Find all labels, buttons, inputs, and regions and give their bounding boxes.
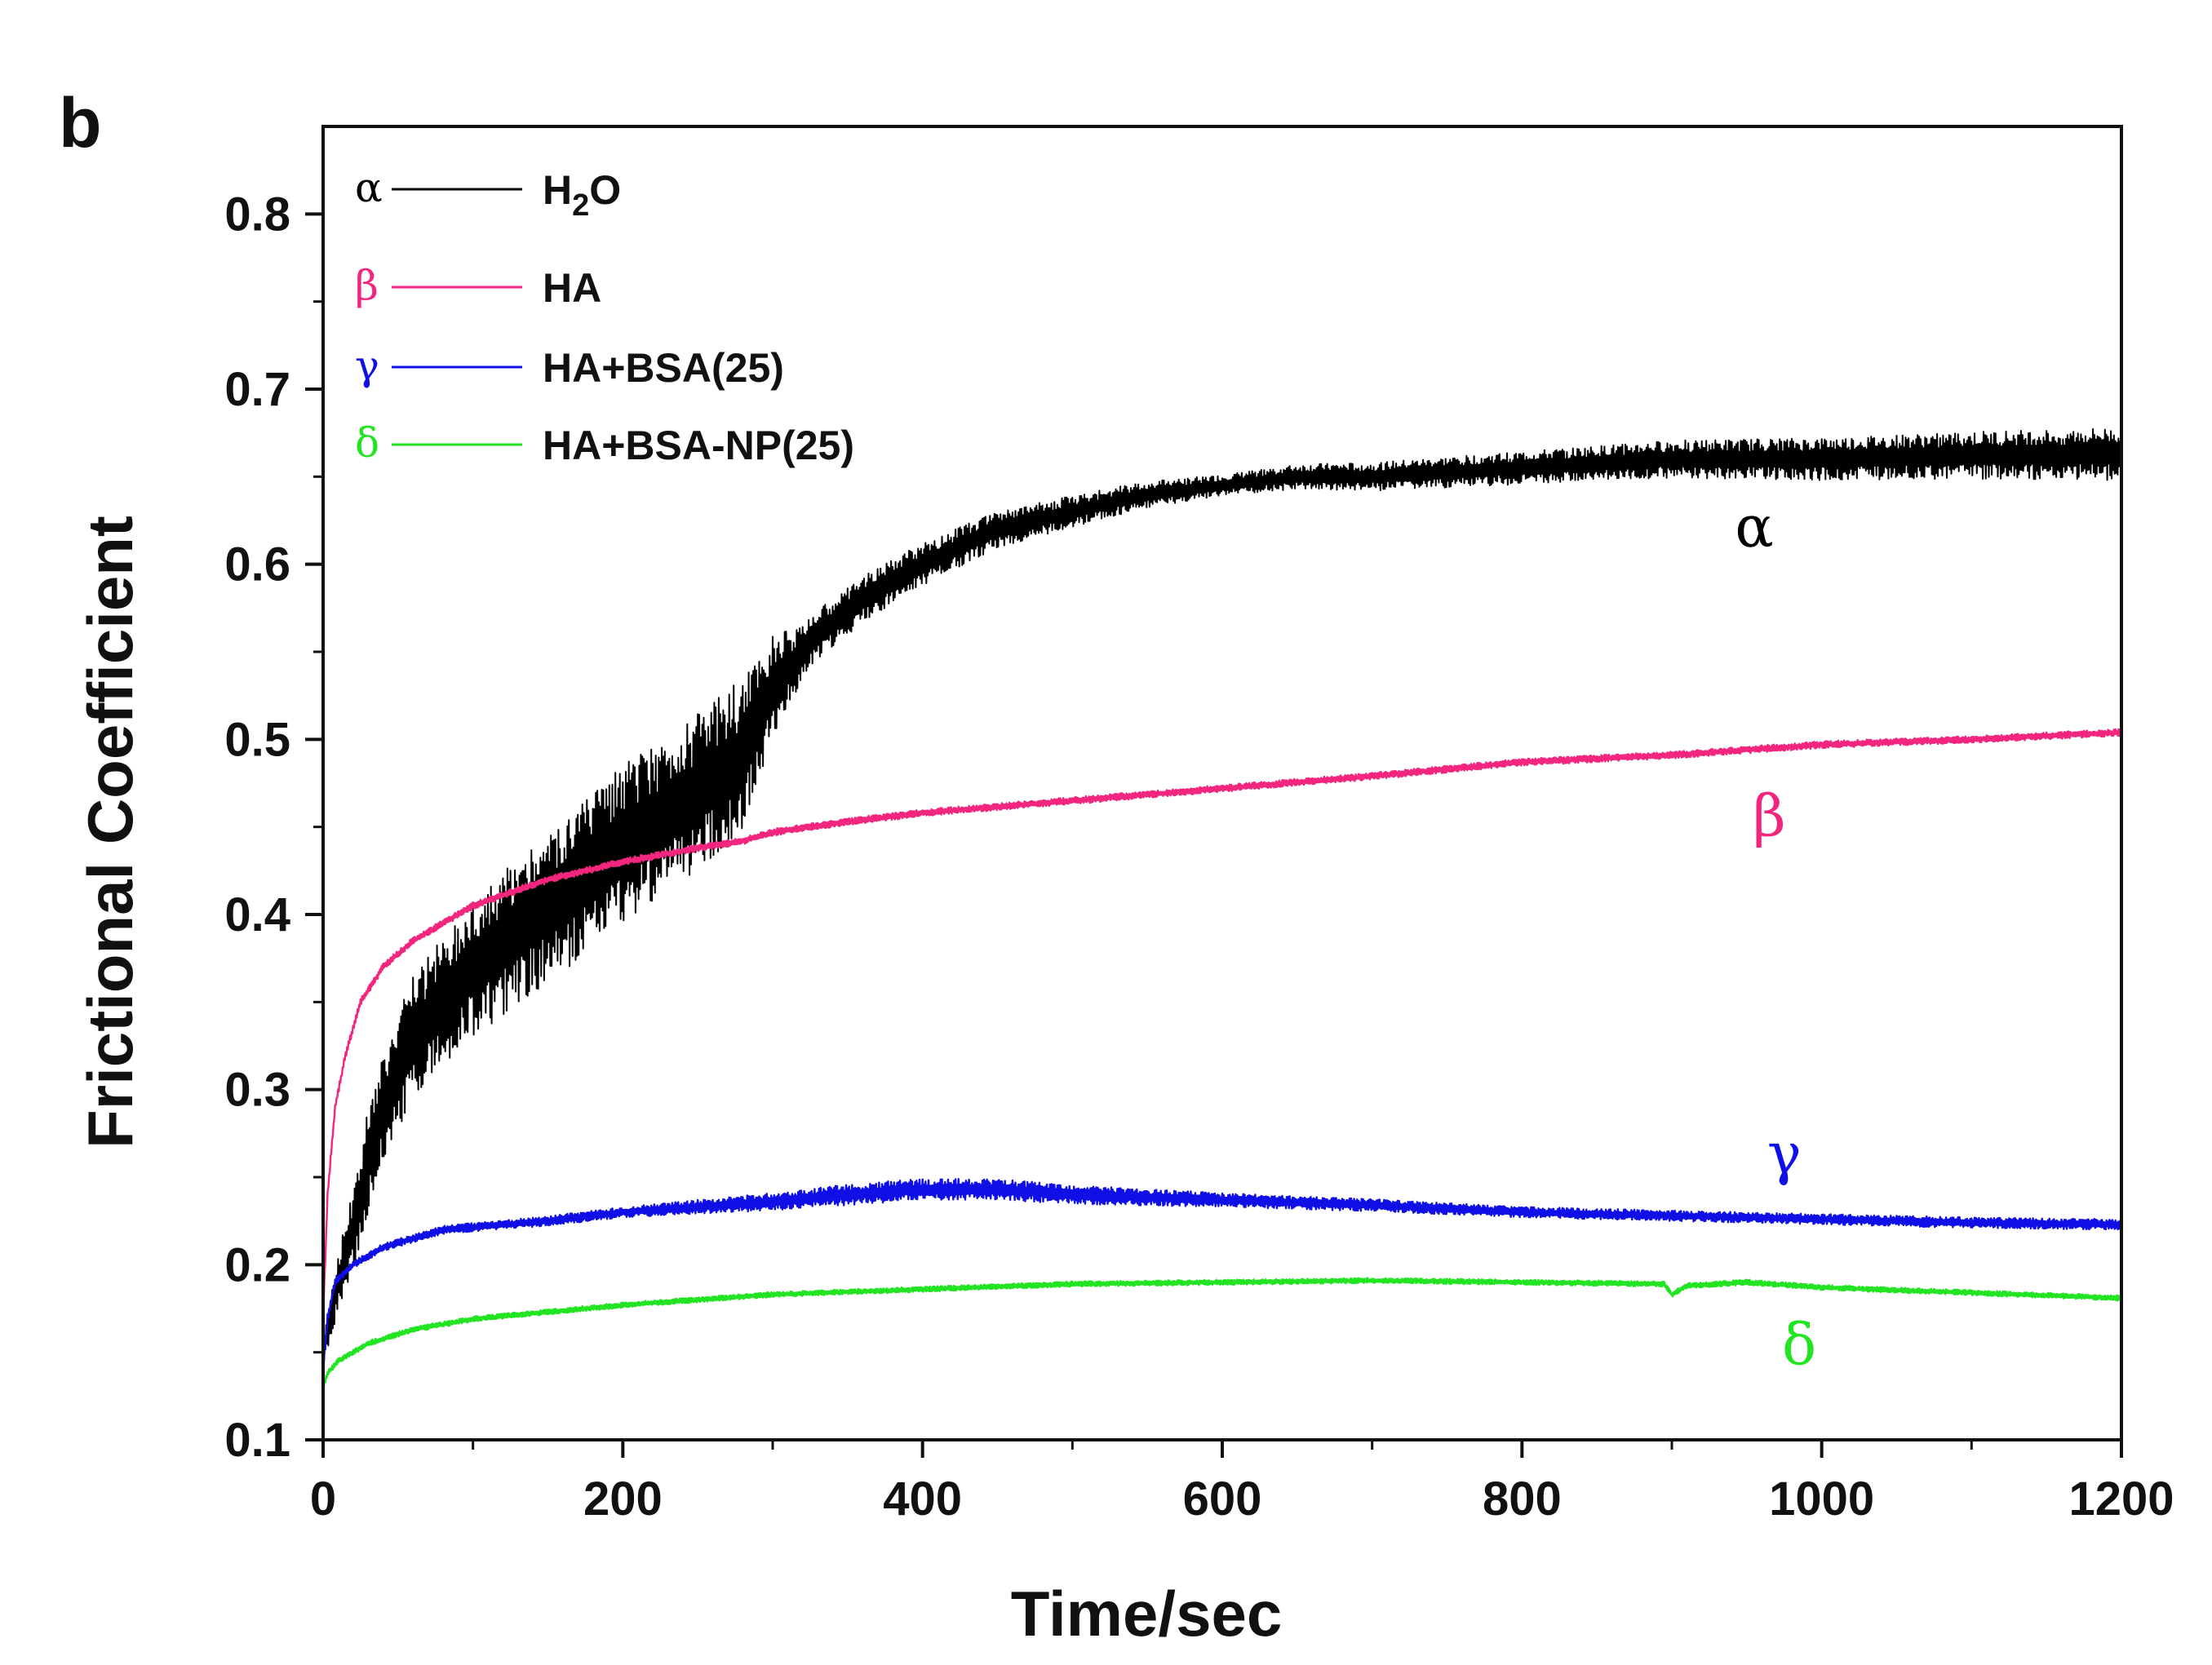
y-tick-label: 0.1 xyxy=(224,1414,290,1467)
y-tick-label: 0.2 xyxy=(224,1238,290,1291)
annotation-delta: δ xyxy=(1782,1312,1816,1379)
legend-label-delta: HA+BSA-NP(25) xyxy=(543,423,854,468)
x-tick-label: 1200 xyxy=(2068,1472,2174,1526)
x-tick-label: 0 xyxy=(310,1472,336,1526)
y-tick-label: 0.7 xyxy=(224,363,290,416)
legend: α H2O β HA γ HA+BSA(25) δ HA+BSA-NP(25) xyxy=(355,164,854,468)
legend-symbol-gamma: γ xyxy=(355,342,379,389)
legend-symbol-alpha: α xyxy=(355,164,383,211)
series-line-delta xyxy=(322,1277,2123,1388)
annotation-gamma: γ xyxy=(1767,1121,1802,1188)
tick-labels: 0 200 400 600 800 1000 1200 0.1 0.2 0.3 0.4 0.5 0.6 0… xyxy=(224,188,2174,1526)
x-tick-label: 200 xyxy=(583,1472,663,1526)
legend-symbol-delta: δ xyxy=(355,419,379,467)
x-tick-label: 800 xyxy=(1483,1472,1562,1526)
legend-label-gamma: HA+BSA(25) xyxy=(543,345,784,391)
x-tick-label: 600 xyxy=(1183,1472,1262,1526)
x-tick-label: 400 xyxy=(883,1472,962,1526)
legend-label-beta: HA xyxy=(543,265,601,311)
x-tick-label: 1000 xyxy=(1769,1472,1874,1526)
legend-label-alpha: H2O xyxy=(543,167,621,223)
y-axis-title: Frictional Coefficient xyxy=(74,516,146,1149)
series-line-alpha xyxy=(322,427,2122,1359)
y-tick-label: 0.4 xyxy=(224,888,290,941)
series-annotations: α β γ δ xyxy=(1735,494,1816,1378)
panel-label: b xyxy=(59,84,102,162)
legend-symbol-beta: β xyxy=(355,262,379,309)
annotation-beta: β xyxy=(1753,782,1785,849)
annotation-alpha: α xyxy=(1735,494,1773,560)
series-layer xyxy=(321,427,2123,1388)
axis-ticks xyxy=(305,212,2123,1458)
y-tick-label: 0.8 xyxy=(224,188,290,241)
x-axis-title: Time/sec xyxy=(1011,1578,1282,1650)
y-tick-label: 0.5 xyxy=(224,713,290,766)
series-line-gamma xyxy=(321,1177,2123,1369)
y-tick-label: 0.3 xyxy=(224,1064,290,1117)
y-tick-label: 0.6 xyxy=(224,538,290,591)
series-line-beta xyxy=(321,728,2123,1316)
